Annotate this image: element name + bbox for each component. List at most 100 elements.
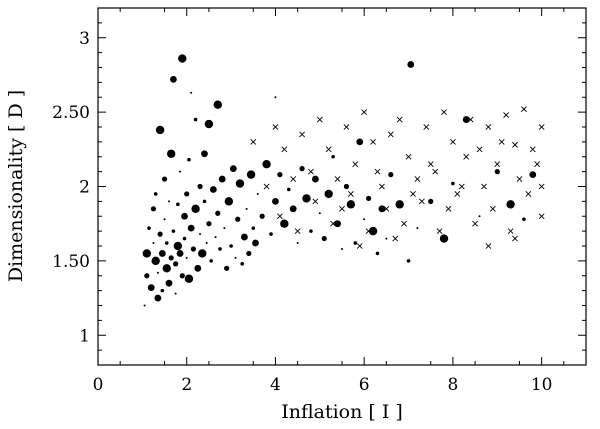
x-tick-label: 8 xyxy=(447,375,458,395)
data-point-cross xyxy=(481,183,487,190)
data-point-dot xyxy=(416,227,419,230)
data-point-dot xyxy=(318,212,321,215)
data-point-dot xyxy=(272,197,279,205)
data-point-dot xyxy=(156,271,159,274)
data-point-dot xyxy=(280,219,289,228)
data-point-dot xyxy=(185,256,188,259)
data-point-dot xyxy=(224,265,230,271)
data-point-dot xyxy=(191,204,200,214)
data-point-dot xyxy=(187,157,191,162)
data-point-cross xyxy=(467,116,474,123)
data-point-cross xyxy=(272,124,279,130)
data-point-dot xyxy=(193,117,198,122)
data-point-dot xyxy=(334,220,341,228)
data-point-cross xyxy=(379,183,385,190)
data-point-cross xyxy=(529,146,536,153)
data-point-cross xyxy=(365,228,372,235)
data-point-cross xyxy=(423,124,430,130)
data-point-dot xyxy=(223,227,226,230)
data-point-dot xyxy=(252,239,259,247)
data-point-cross xyxy=(489,205,496,212)
data-point-cross xyxy=(472,220,479,227)
data-point-dot xyxy=(296,242,299,245)
data-point-cross xyxy=(485,124,492,130)
data-point-dot xyxy=(154,294,162,302)
data-point-dot xyxy=(251,226,256,230)
data-point-dot xyxy=(256,192,259,195)
data-point-cross xyxy=(427,161,434,168)
data-point-dot xyxy=(213,100,222,109)
data-point-dot xyxy=(346,200,356,209)
x-tick-label: 10 xyxy=(531,375,553,395)
data-point-cross xyxy=(299,131,305,138)
data-point-dot xyxy=(202,199,207,204)
x-tick-label: 4 xyxy=(270,375,281,395)
data-point-dot xyxy=(494,169,500,175)
data-point-cross xyxy=(356,243,363,249)
data-point-dot xyxy=(385,237,388,240)
axis-ticks: 0 2 4 6 8 10 1 1.50 2 2.50 3 xyxy=(52,8,586,395)
data-point-dot xyxy=(174,292,177,295)
data-point-dot xyxy=(143,304,146,307)
data-point-cross xyxy=(538,213,545,220)
data-point-dot xyxy=(274,96,277,99)
data-point-cross xyxy=(281,146,288,153)
data-point-dot xyxy=(190,91,193,94)
data-point-dot xyxy=(142,249,151,258)
y-axis-title: Dimensionality [ D ] xyxy=(5,90,27,282)
data-point-dot xyxy=(218,175,226,183)
data-point-cross xyxy=(445,205,452,212)
data-point-dot xyxy=(428,198,434,204)
data-point-dot xyxy=(240,262,244,266)
data-point-dot xyxy=(378,205,386,213)
data-point-dot xyxy=(144,273,150,279)
plot-frame xyxy=(97,7,587,366)
data-point-dot xyxy=(204,119,214,129)
data-point-cross xyxy=(339,205,345,212)
data-point-dot xyxy=(262,159,271,169)
x-tick-label: 2 xyxy=(181,375,192,395)
y-tick-label: 1 xyxy=(79,326,90,346)
data-point-dot xyxy=(235,216,241,222)
data-point-dot xyxy=(277,172,283,178)
data-point-dot xyxy=(462,116,470,123)
data-point-cross xyxy=(485,243,492,249)
x-tick-label: 0 xyxy=(93,375,104,395)
data-point-dot xyxy=(246,170,256,179)
data-point-dot xyxy=(147,284,155,292)
data-point-dot xyxy=(173,261,179,267)
data-point-dot xyxy=(302,194,311,203)
data-point-dot xyxy=(165,279,173,287)
data-point-cross xyxy=(498,138,505,145)
data-point-cross xyxy=(410,191,416,197)
data-point-dot xyxy=(366,195,372,201)
data-point-cross xyxy=(463,153,470,160)
data-point-dot xyxy=(529,171,537,179)
data-point-dot xyxy=(506,200,515,209)
data-point-cross xyxy=(512,141,518,148)
data-point-dot xyxy=(478,215,481,218)
data-point-dot xyxy=(150,206,157,212)
data-point-dot xyxy=(201,150,208,158)
y-tick-label: 3 xyxy=(79,29,90,49)
data-point-dot xyxy=(224,197,234,206)
data-point-dot xyxy=(341,247,343,250)
data-point-cross xyxy=(312,198,319,205)
data-point-dot xyxy=(245,207,248,210)
data-point-dot xyxy=(353,241,358,245)
data-point-dot xyxy=(286,187,291,192)
data-point-dot xyxy=(205,242,208,245)
data-point-dot xyxy=(176,250,184,257)
data-point-dot xyxy=(206,221,212,227)
data-point-cross xyxy=(414,176,421,182)
data-point-dot xyxy=(229,165,237,173)
data-point-dot xyxy=(406,259,411,263)
data-point-cross xyxy=(507,228,514,235)
data-point-dot xyxy=(167,200,170,203)
data-point-cross xyxy=(374,168,381,175)
data-point-cross xyxy=(276,213,283,220)
data-point-cross xyxy=(401,220,408,227)
data-point-dot xyxy=(151,256,160,266)
data-point-dot xyxy=(234,256,237,259)
